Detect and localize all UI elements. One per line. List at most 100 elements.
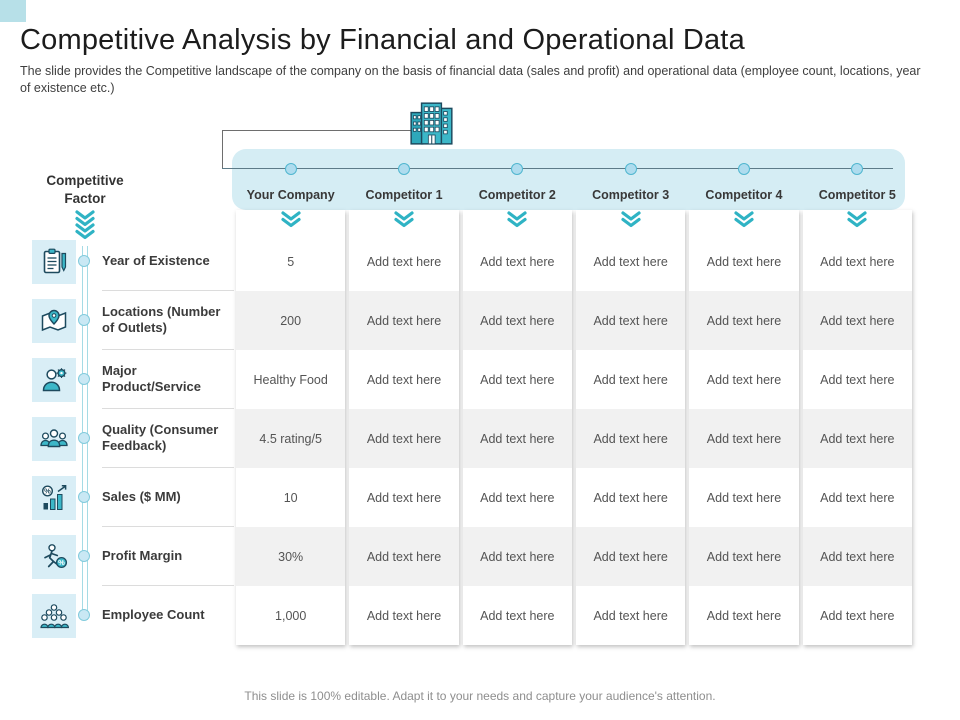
column-header-your-company: Your Company xyxy=(246,188,335,202)
header-band xyxy=(232,149,905,210)
placeholder-cell[interactable]: Add text here xyxy=(462,409,572,468)
row-label: Year of Existence xyxy=(102,232,234,291)
row-label: Sales ($ MM) xyxy=(102,468,234,527)
footer-note: This slide is 100% editable. Adapt it to… xyxy=(244,689,716,703)
value-cell[interactable]: Healthy Food xyxy=(253,372,328,387)
placeholder-cell[interactable]: Add text here xyxy=(802,291,912,350)
row-label: Locations (Number of Outlets) xyxy=(102,291,234,350)
value-cell[interactable]: 5 xyxy=(287,254,295,269)
timeline-dot xyxy=(511,163,524,175)
placeholder-cell[interactable]: Add text here xyxy=(706,490,782,505)
page-title: Competitive Analysis by Financial and Op… xyxy=(20,24,745,56)
profit-margin-icon: % xyxy=(44,543,68,568)
placeholder-cell[interactable]: Add text here xyxy=(575,291,686,350)
placeholder-cell[interactable]: Add text here xyxy=(462,527,572,586)
placeholder-cell[interactable]: Add text here xyxy=(349,291,459,350)
timeline-line xyxy=(222,168,893,169)
value-cell[interactable]: 200 xyxy=(236,291,346,350)
placeholder-cell[interactable]: Add text here xyxy=(820,490,895,505)
timeline-dot xyxy=(284,163,297,175)
double-chevron-down-icon xyxy=(236,210,346,232)
map-location-icon xyxy=(41,309,67,331)
placeholder-cell[interactable]: Add text here xyxy=(689,291,799,350)
placeholder-cell[interactable]: Add text here xyxy=(480,254,555,269)
factor-icon-tile: % xyxy=(32,475,76,520)
spine-node xyxy=(78,373,90,385)
double-chevron-down-icon xyxy=(575,210,686,232)
spine-node xyxy=(78,432,90,444)
spine-node xyxy=(78,609,90,621)
data-column-competitor-5: Add text here Add text here Add text here A… xyxy=(802,210,912,645)
column-headers-row: Your Company Competitor 1 Competitor 2 Comp… xyxy=(236,188,912,202)
person-gear-icon xyxy=(42,367,67,391)
data-column-competitor-3: Add text here Add text here Add text here A… xyxy=(575,210,686,645)
placeholder-cell[interactable]: Add text here xyxy=(575,527,686,586)
spine-node xyxy=(78,255,90,267)
value-cell[interactable]: 1,000 xyxy=(275,608,307,623)
value-cell[interactable]: 10 xyxy=(283,490,298,505)
row-label: Major Product/Service xyxy=(102,350,234,409)
placeholder-cell[interactable]: Add text here xyxy=(366,608,442,623)
data-column-competitor-1: Add text here Add text here Add text here A… xyxy=(349,210,459,645)
placeholder-cell[interactable]: Add text here xyxy=(706,608,782,623)
placeholder-cell[interactable]: Add text here xyxy=(706,254,782,269)
data-column-competitor-4: Add text here Add text here Add text here A… xyxy=(689,210,799,645)
placeholder-cell[interactable]: Add text here xyxy=(480,608,555,623)
placeholder-cell[interactable]: Add text here xyxy=(366,372,442,387)
placeholder-cell[interactable]: Add text here xyxy=(593,254,668,269)
factor-icon-tile xyxy=(32,593,76,638)
placeholder-cell[interactable]: Add text here xyxy=(575,409,686,468)
svg-text:%: % xyxy=(44,486,51,495)
corner-accent xyxy=(0,0,26,22)
value-cell[interactable]: 30% xyxy=(236,527,346,586)
sales-chart-icon: % xyxy=(41,484,67,510)
placeholder-cell[interactable]: Add text here xyxy=(480,490,555,505)
placeholder-cell[interactable]: Add text here xyxy=(820,254,895,269)
placeholder-cell[interactable]: Add text here xyxy=(593,608,668,623)
svg-text:%: % xyxy=(58,558,65,567)
page-subtitle: The slide provides the Competitive lands… xyxy=(20,64,921,96)
timeline-dot xyxy=(624,163,637,175)
placeholder-cell[interactable]: Add text here xyxy=(366,490,442,505)
timeline-dot xyxy=(737,163,750,175)
placeholder-cell[interactable]: Add text here xyxy=(802,527,912,586)
data-grid: 5 200 Healthy Food 4.5 rating/5 10 30% 1,000 Ad… xyxy=(236,210,912,645)
column-header-competitor-1: Competitor 1 xyxy=(365,188,443,202)
placeholder-cell[interactable]: Add text here xyxy=(706,372,782,387)
placeholder-cell[interactable]: Add text here xyxy=(689,527,799,586)
data-column-competitor-2: Add text here Add text here Add text here A… xyxy=(462,210,572,645)
double-chevron-down-icon xyxy=(462,210,572,232)
timeline-dot xyxy=(851,163,864,175)
placeholder-cell[interactable]: Add text here xyxy=(462,291,572,350)
factor-icon-tile xyxy=(32,416,76,461)
row-label: Employee Count xyxy=(102,607,205,623)
spine-node xyxy=(78,314,90,326)
factor-header: Competitive Factor xyxy=(46,173,124,206)
data-column-your-company: 5 200 Healthy Food 4.5 rating/5 10 30% 1,000 xyxy=(236,210,346,645)
value-cell[interactable]: 4.5 rating/5 xyxy=(236,409,346,468)
quad-chevron-down-icon xyxy=(74,209,96,250)
placeholder-cell[interactable]: Add text here xyxy=(820,372,895,387)
factor-label-column: Year of Existence Locations (Number of Ou… xyxy=(102,232,234,645)
factor-icon-tile: % xyxy=(32,534,76,579)
placeholder-cell[interactable]: Add text here xyxy=(593,372,668,387)
column-header-competitor-4: Competitor 4 xyxy=(705,188,783,202)
placeholder-cell[interactable]: Add text here xyxy=(349,409,459,468)
company-building-icon xyxy=(408,100,456,146)
timeline-dot xyxy=(397,163,410,175)
factor-icon-tile xyxy=(32,239,76,284)
placeholder-cell[interactable]: Add text here xyxy=(593,490,668,505)
placeholder-cell[interactable]: Add text here xyxy=(802,409,912,468)
double-chevron-down-icon xyxy=(689,210,799,232)
placeholder-cell[interactable]: Add text here xyxy=(820,608,895,623)
double-chevron-down-icon xyxy=(802,210,912,232)
double-chevron-down-icon xyxy=(349,210,459,232)
placeholder-cell[interactable]: Add text here xyxy=(366,254,442,269)
column-header-competitor-3: Competitor 3 xyxy=(592,188,670,202)
placeholder-cell[interactable]: Add text here xyxy=(349,527,459,586)
clipboard-checklist-icon xyxy=(43,248,67,273)
placeholder-cell[interactable]: Add text here xyxy=(480,372,555,387)
placeholder-cell[interactable]: Add text here xyxy=(689,409,799,468)
spine-node xyxy=(78,491,90,503)
